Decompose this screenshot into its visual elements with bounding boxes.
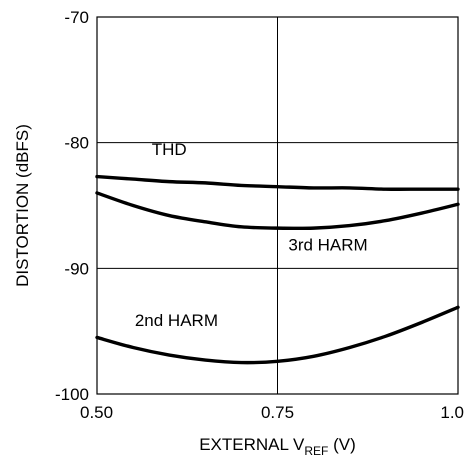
series-label-2nd-harm: 2nd HARM: [135, 311, 218, 330]
x-tick-label: 1.0: [440, 403, 464, 422]
series-line-2nd-harm: [95, 305, 460, 365]
series-lines: [95, 174, 460, 365]
x-axis-label-unit: (V): [328, 435, 355, 454]
x-tick-label: 0.75: [261, 403, 294, 422]
x-axis-label-subscript: REF: [304, 444, 328, 458]
y-tick-label: -70: [64, 8, 89, 27]
y-tick-label: -100: [55, 385, 89, 404]
x-axis-label-main: EXTERNAL V: [199, 435, 305, 454]
series-labels: THD 3rd HARM 2nd HARM: [135, 140, 368, 330]
series-label-3rd-harm: 3rd HARM: [288, 236, 367, 255]
y-tick-label: -80: [64, 134, 89, 153]
y-tick-label: -90: [64, 259, 89, 278]
series-line-3rd-harm: [95, 191, 460, 231]
grid: [97, 17, 458, 394]
x-axis-label: EXTERNAL VREF (V): [199, 435, 356, 458]
series-label-thd: THD: [152, 140, 187, 159]
series-line-thd: [95, 174, 460, 191]
y-axis-label: DISTORTION (dBFS): [13, 124, 32, 287]
x-tick-label: 0.50: [80, 403, 113, 422]
plot-frame: [96, 16, 459, 395]
